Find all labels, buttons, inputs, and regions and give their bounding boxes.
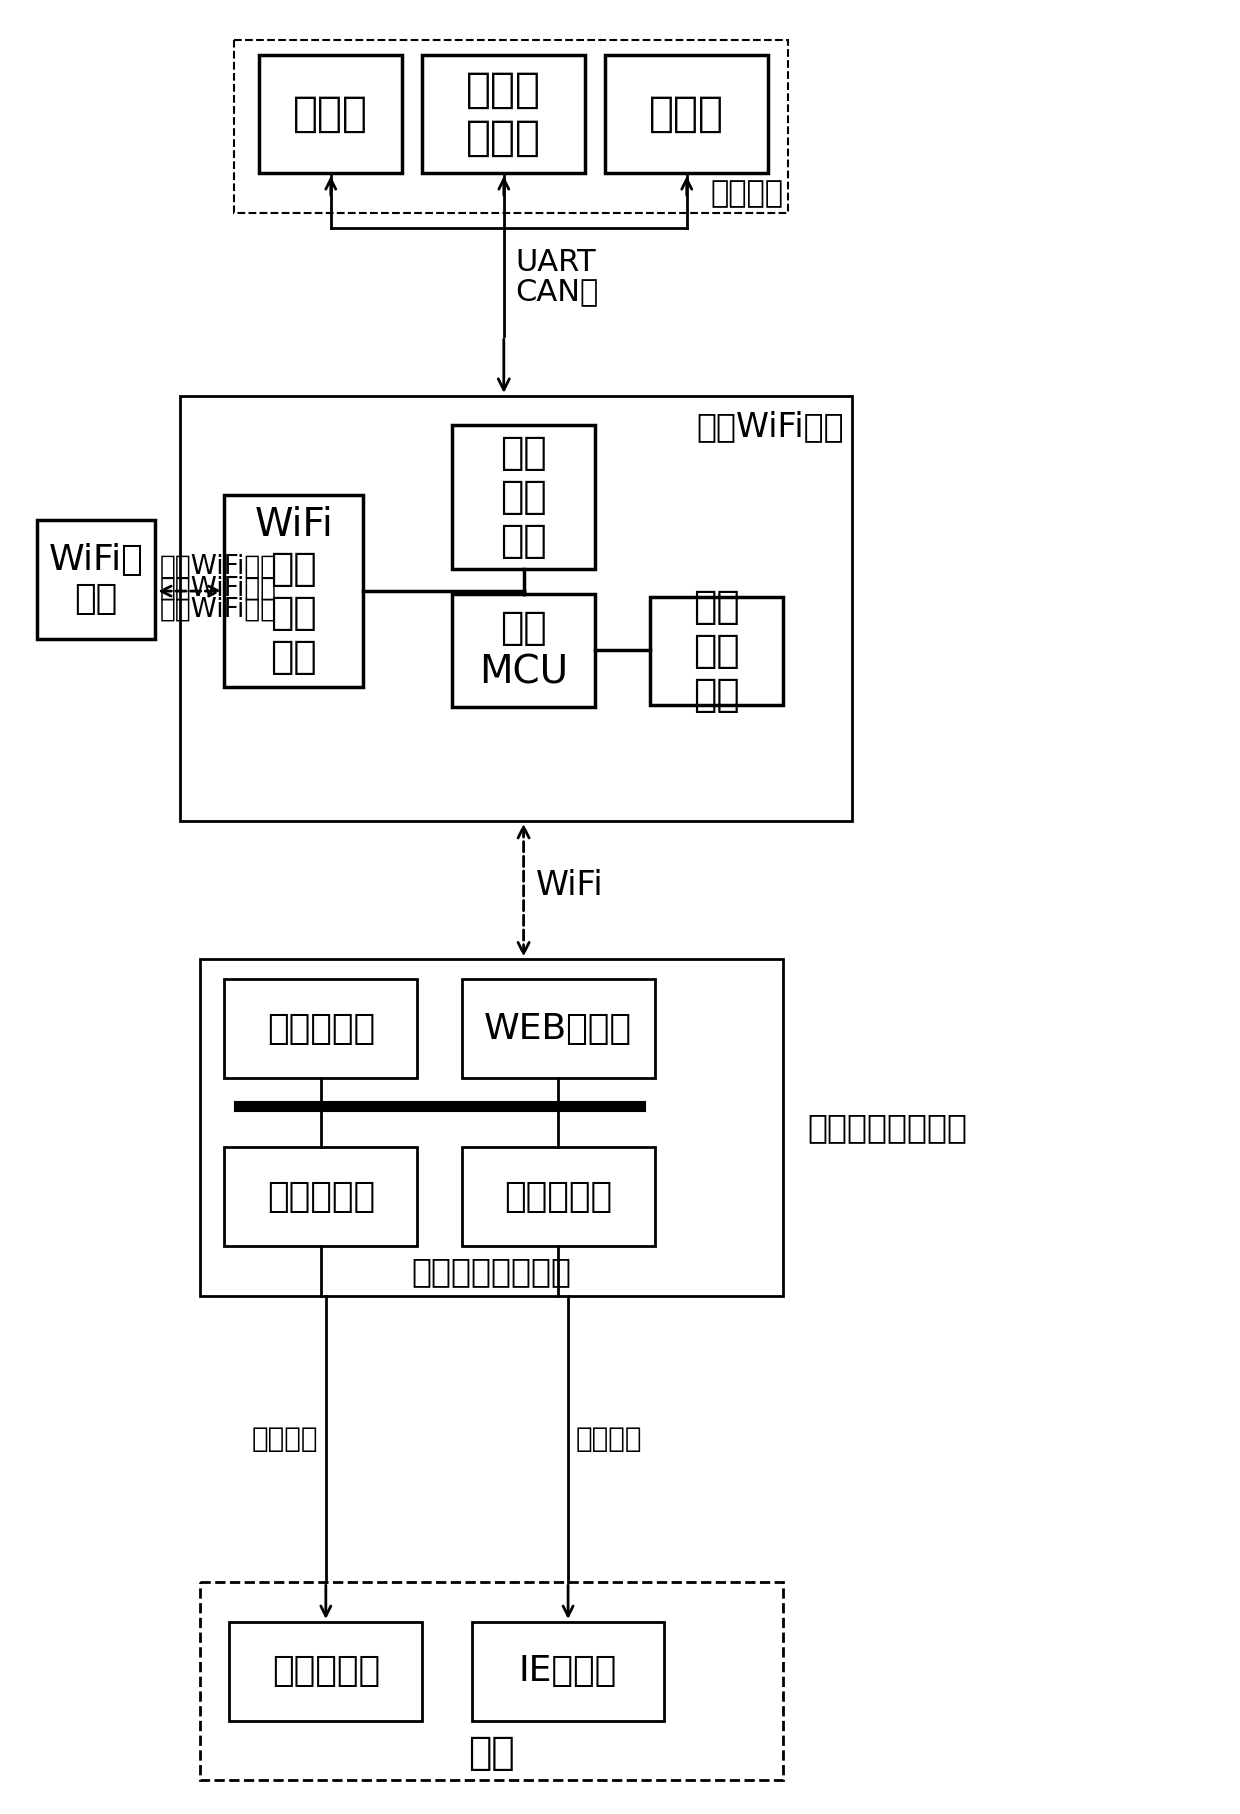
Bar xyxy=(229,1622,423,1721)
Text: 通信服务器: 通信服务器 xyxy=(267,1179,374,1214)
Text: 应用服务器: 应用服务器 xyxy=(267,1012,374,1045)
Text: 充电桩: 充电桩 xyxy=(650,93,724,134)
Text: 无线网络: 无线网络 xyxy=(252,1426,317,1453)
Text: WiFi: WiFi xyxy=(536,869,603,902)
Bar xyxy=(200,960,784,1295)
Text: WEB服务器: WEB服务器 xyxy=(484,1012,632,1045)
Bar xyxy=(37,521,155,639)
Bar xyxy=(423,54,585,174)
Text: WiFi中
继器: WiFi中 继器 xyxy=(48,542,144,617)
Bar xyxy=(451,426,595,570)
Text: 有线网络: 有线网络 xyxy=(577,1426,642,1453)
Text: 路由WiFi信号: 路由WiFi信号 xyxy=(160,597,278,622)
Text: 用户: 用户 xyxy=(467,1734,515,1772)
Text: 应用
MCU: 应用 MCU xyxy=(479,610,568,691)
Bar xyxy=(605,54,769,174)
Text: 充电设备管理平台: 充电设备管理平台 xyxy=(808,1110,968,1145)
Text: 充电设备: 充电设备 xyxy=(711,180,784,209)
Bar xyxy=(224,495,363,688)
Bar xyxy=(451,593,595,707)
Text: 移动WiFi模块: 移动WiFi模块 xyxy=(697,410,844,444)
Text: 电池包: 电池包 xyxy=(294,93,368,134)
Text: UART: UART xyxy=(516,249,596,278)
Text: 移动客户端: 移动客户端 xyxy=(272,1654,379,1689)
Text: 手机WiFi信号: 手机WiFi信号 xyxy=(160,553,278,579)
Text: 充电设备管理平台: 充电设备管理平台 xyxy=(412,1255,572,1288)
Bar xyxy=(234,40,789,212)
Bar xyxy=(259,54,403,174)
Bar xyxy=(650,597,784,706)
Text: 设备
外设
接口: 设备 外设 接口 xyxy=(500,434,547,561)
Bar xyxy=(224,1146,418,1246)
Bar xyxy=(471,1622,665,1721)
Bar xyxy=(461,1146,655,1246)
Bar xyxy=(461,980,655,1078)
Text: WiFi
网络
处理
模块: WiFi 网络 处理 模块 xyxy=(254,506,334,677)
Text: CAN口: CAN口 xyxy=(516,278,599,307)
Bar xyxy=(200,1582,784,1780)
Bar xyxy=(224,980,418,1078)
Text: IE客户端: IE客户端 xyxy=(520,1654,618,1689)
Text: 数据服务器: 数据服务器 xyxy=(505,1179,613,1214)
Text: 电池管
理系统: 电池管 理系统 xyxy=(466,69,542,160)
Bar xyxy=(180,395,852,822)
Text: 人机
交互
接口: 人机 交互 接口 xyxy=(693,588,740,715)
Text: 电脑WiFi信号: 电脑WiFi信号 xyxy=(160,575,278,600)
